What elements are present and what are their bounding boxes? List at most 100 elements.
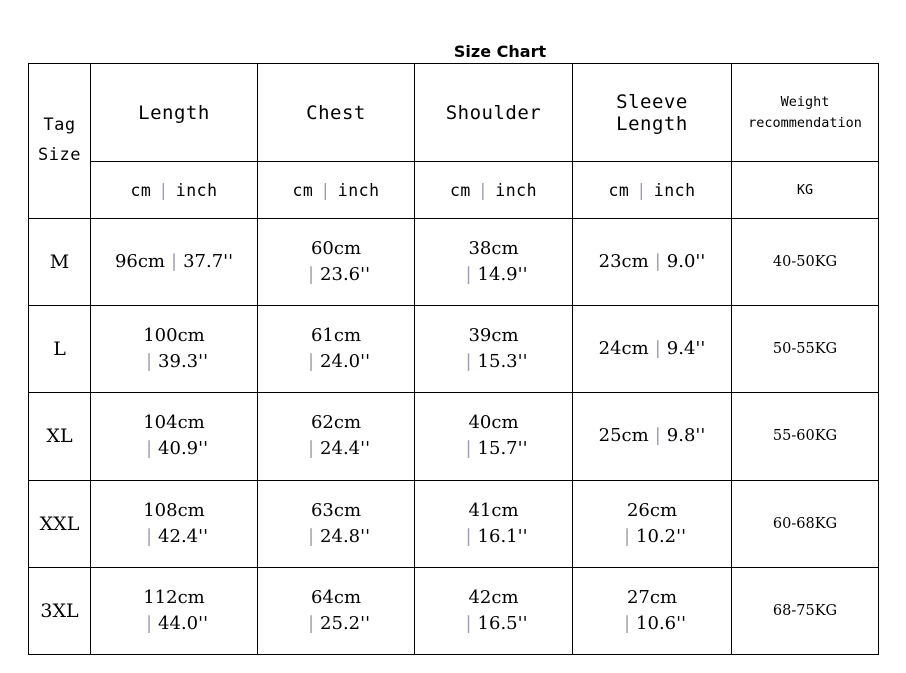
value-inch: 24.4'' bbox=[320, 438, 371, 460]
cell-sleeve-length: 26cm | 10.2'' bbox=[572, 479, 732, 568]
value-inch: 42.4'' bbox=[158, 525, 209, 547]
table-row: M 96cm | 37.7'' 60cm | 23.6'' 38cm | 14.9'' 23cm | 9… bbox=[28, 217, 879, 307]
value-separator-icon: | bbox=[654, 338, 661, 360]
unit-inch: inch bbox=[495, 180, 538, 200]
value-line-inch: | 42.4'' bbox=[93, 524, 255, 550]
value-cm: 60cm bbox=[310, 238, 362, 259]
cell-shoulder: 39cm | 15.3'' bbox=[414, 305, 573, 394]
value-separator-icon: | bbox=[623, 525, 631, 547]
value-cm: 24cm bbox=[598, 338, 649, 360]
value-line-cm: 26cm bbox=[575, 498, 729, 524]
header-length: Length bbox=[90, 63, 258, 162]
header-weight-line1: Weight bbox=[780, 93, 830, 110]
value-cm: 23cm bbox=[598, 251, 649, 273]
value-line-inch: | 10.2'' bbox=[575, 524, 729, 550]
cell-length: 100cm | 39.3'' bbox=[90, 305, 258, 394]
value-inch: 9.0'' bbox=[666, 251, 706, 273]
unit-separator-icon: | bbox=[320, 180, 331, 200]
table-row: XL 104cm | 40.9'' 62cm | 24.4'' 40cm | 15.7'' 25cm… bbox=[28, 392, 879, 481]
value-separator-icon: | bbox=[465, 264, 472, 286]
unit-cm: cm bbox=[608, 180, 630, 200]
header-units-weight: KG bbox=[731, 161, 879, 219]
cell-shoulder: 41cm | 16.1'' bbox=[414, 479, 573, 568]
value-inch: 40.9'' bbox=[158, 438, 209, 460]
value-separator-icon: | bbox=[465, 525, 472, 547]
value-line-inch: | 16.1'' bbox=[417, 524, 570, 550]
value-inch: 24.0'' bbox=[320, 351, 371, 373]
value-cm: 40cm bbox=[468, 412, 519, 434]
value-cm: 42cm bbox=[468, 586, 519, 608]
value-line-cm: 108cm bbox=[93, 498, 255, 524]
cell-tag-size: 3XL bbox=[28, 566, 91, 656]
value-inch: 10.6'' bbox=[636, 612, 687, 634]
header-units-length: cm | inch bbox=[90, 161, 258, 219]
value-line-inch: | 44.0'' bbox=[93, 611, 255, 637]
value-line-inch: | 15.7'' bbox=[417, 436, 570, 462]
value-cm: 64cm bbox=[310, 586, 362, 608]
value-cm: 27cm bbox=[626, 586, 678, 608]
value-line-cm: 100cm bbox=[93, 323, 255, 349]
header-tag-size-line2: Size bbox=[38, 145, 81, 165]
value-cm: 25cm bbox=[598, 425, 649, 447]
unit-inch: inch bbox=[653, 180, 696, 200]
value-separator-icon: | bbox=[307, 351, 315, 373]
value-line-inch: | 24.0'' bbox=[260, 349, 412, 375]
table-header-row-units: cm | inch cm | inch cm | inch cm | inch KG bbox=[29, 161, 879, 219]
value-line-inch: | 15.3'' bbox=[417, 349, 570, 375]
value-line-cm: 39cm bbox=[417, 323, 570, 349]
header-weight-recommendation: Weight recommendation bbox=[731, 63, 879, 162]
unit-inch: inch bbox=[175, 180, 218, 200]
value-line-inch: | 10.6'' bbox=[575, 611, 729, 637]
value-separator-icon: | bbox=[145, 351, 153, 373]
table-body: M 96cm | 37.7'' 60cm | 23.6'' 38cm | 14.9'' 23cm | 9… bbox=[28, 217, 879, 656]
value-inch: 44.0'' bbox=[158, 612, 209, 634]
header-units-chest: cm | inch bbox=[257, 161, 415, 219]
cell-sleeve-length: 25cm | 9.8'' bbox=[572, 392, 732, 481]
cell-length: 104cm | 40.9'' bbox=[90, 392, 258, 481]
header-shoulder: Shoulder bbox=[414, 63, 573, 162]
value-separator-icon: | bbox=[654, 425, 661, 447]
cell-sleeve-length: 23cm | 9.0'' bbox=[572, 217, 732, 307]
header-tag-size: Tag Size bbox=[28, 63, 91, 219]
value-cm: 96cm bbox=[114, 251, 165, 273]
value-separator-icon: | bbox=[623, 612, 631, 634]
cell-weight-recommendation: 50-55KG bbox=[731, 305, 879, 394]
value-cm: 112cm bbox=[143, 586, 205, 608]
value-cm: 41cm bbox=[468, 499, 519, 521]
cell-chest: 63cm | 24.8'' bbox=[257, 479, 415, 568]
value-line-inch: | 39.3'' bbox=[93, 349, 255, 375]
value-line-cm: 64cm bbox=[260, 585, 412, 611]
value-line-cm: 41cm bbox=[417, 498, 570, 524]
header-tag-size-line1: Tag bbox=[43, 115, 76, 136]
value-inch: 16.1'' bbox=[477, 525, 528, 547]
value-inch: 39.3'' bbox=[158, 351, 209, 373]
value-cm: 62cm bbox=[310, 412, 362, 434]
header-weight-line2: recommendation bbox=[748, 114, 862, 131]
value-line-cm: 27cm bbox=[575, 585, 729, 611]
value-line-inch: | 24.8'' bbox=[260, 524, 412, 550]
value-cm: 26cm bbox=[626, 499, 678, 521]
size-chart-table: Tag Size Length Chest Shoulder Sleeve Le… bbox=[28, 63, 879, 656]
cell-chest: 62cm | 24.4'' bbox=[257, 392, 415, 481]
value-inch: 9.8'' bbox=[666, 425, 706, 447]
cell-weight-recommendation: 68-75KG bbox=[731, 566, 879, 656]
value-inch: 16.5'' bbox=[477, 612, 528, 634]
unit-cm: cm bbox=[292, 180, 314, 200]
value-inch: 24.8'' bbox=[320, 525, 371, 547]
value-separator-icon: | bbox=[465, 438, 472, 460]
value-inch: 23.6'' bbox=[320, 264, 371, 286]
value-line-cm: 38cm bbox=[417, 236, 570, 262]
value-separator-icon: | bbox=[465, 351, 472, 373]
value-cm: 104cm bbox=[143, 412, 205, 434]
value-separator-icon: | bbox=[145, 612, 153, 634]
value-line-cm: 60cm bbox=[260, 236, 412, 262]
value-separator-icon: | bbox=[654, 251, 661, 273]
page-title: Size Chart bbox=[453, 42, 547, 61]
unit-inch: inch bbox=[337, 180, 380, 200]
value-cm: 108cm bbox=[143, 499, 205, 521]
cell-length: 108cm | 42.4'' bbox=[90, 479, 258, 568]
value-separator-icon: | bbox=[145, 525, 153, 547]
value-separator-icon: | bbox=[465, 612, 472, 634]
unit-cm: cm bbox=[130, 180, 152, 200]
value-line-inch: | 40.9'' bbox=[93, 436, 255, 462]
